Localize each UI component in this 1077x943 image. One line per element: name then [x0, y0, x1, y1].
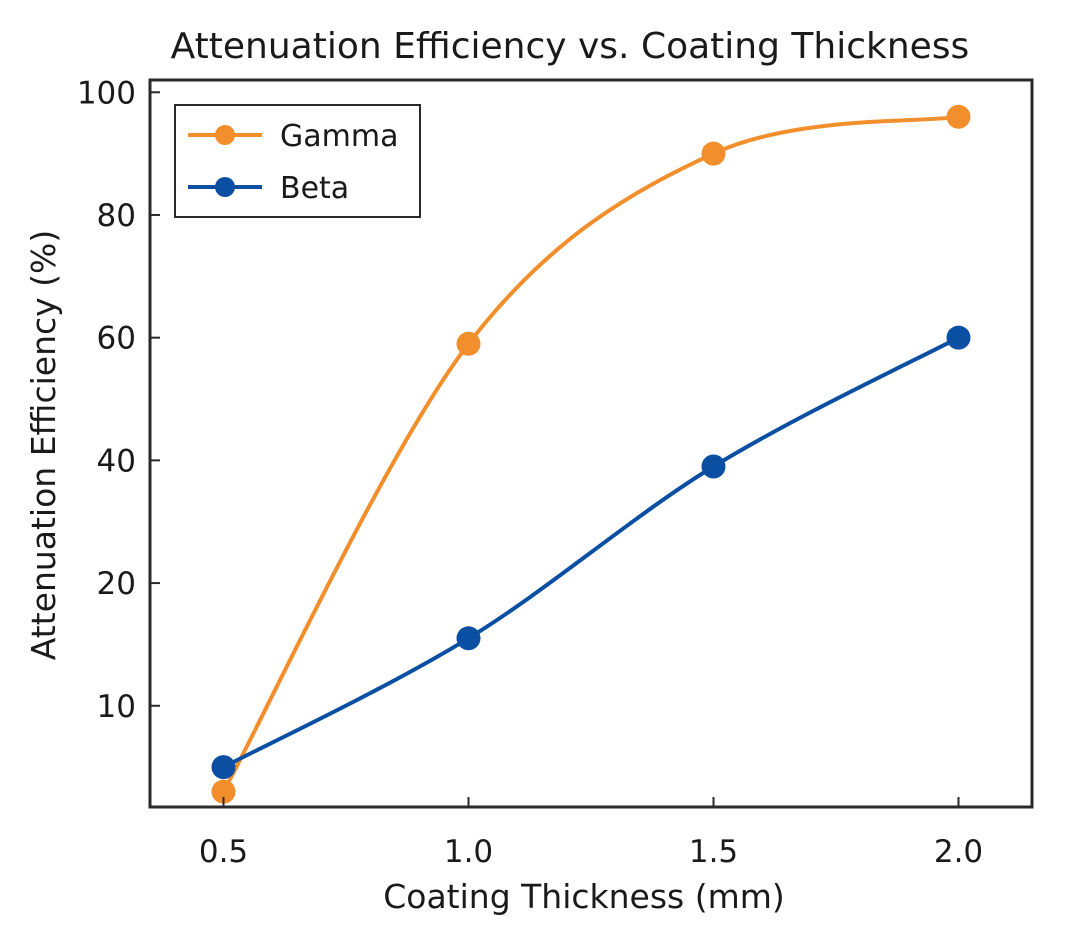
series-line-gamma	[221, 114, 961, 794]
legend-label-beta: Beta	[280, 171, 349, 206]
series-line-beta	[221, 335, 961, 770]
y-tick-label: 20	[97, 566, 136, 602]
data-point-beta	[456, 626, 481, 651]
x-tick-label: 0.5	[199, 834, 248, 870]
x-tick-label: 2.0	[934, 834, 983, 870]
data-point-beta	[701, 454, 726, 479]
data-point-beta	[946, 325, 971, 350]
x-tick-label: 1.5	[689, 834, 738, 870]
data-point-gamma	[946, 104, 971, 129]
chart-title: Attenuation Efficiency vs. Coating Thick…	[171, 26, 970, 67]
y-tick-label: 40	[97, 443, 136, 479]
y-tick-label: 100	[77, 75, 136, 111]
legend-marker-gamma	[215, 125, 235, 145]
x-tick-label: 1.0	[444, 834, 493, 870]
legend-label-gamma: Gamma	[280, 119, 398, 154]
data-point-gamma	[701, 141, 726, 166]
y-tick-label: 60	[97, 321, 136, 357]
data-point-gamma	[456, 331, 481, 356]
data-point-beta	[211, 755, 236, 780]
y-axis-label: Attenuation Efficiency (%)	[24, 230, 63, 660]
plot-frame	[148, 78, 1034, 809]
y-tick-label: 10	[97, 689, 136, 725]
legend: Gamma Beta	[174, 104, 421, 218]
x-axis-label: Coating Thickness (mm)	[383, 877, 785, 916]
y-tick-label: 80	[97, 198, 136, 234]
data-point-gamma	[211, 779, 236, 804]
legend-box	[174, 104, 421, 218]
legend-marker-beta	[215, 177, 235, 197]
